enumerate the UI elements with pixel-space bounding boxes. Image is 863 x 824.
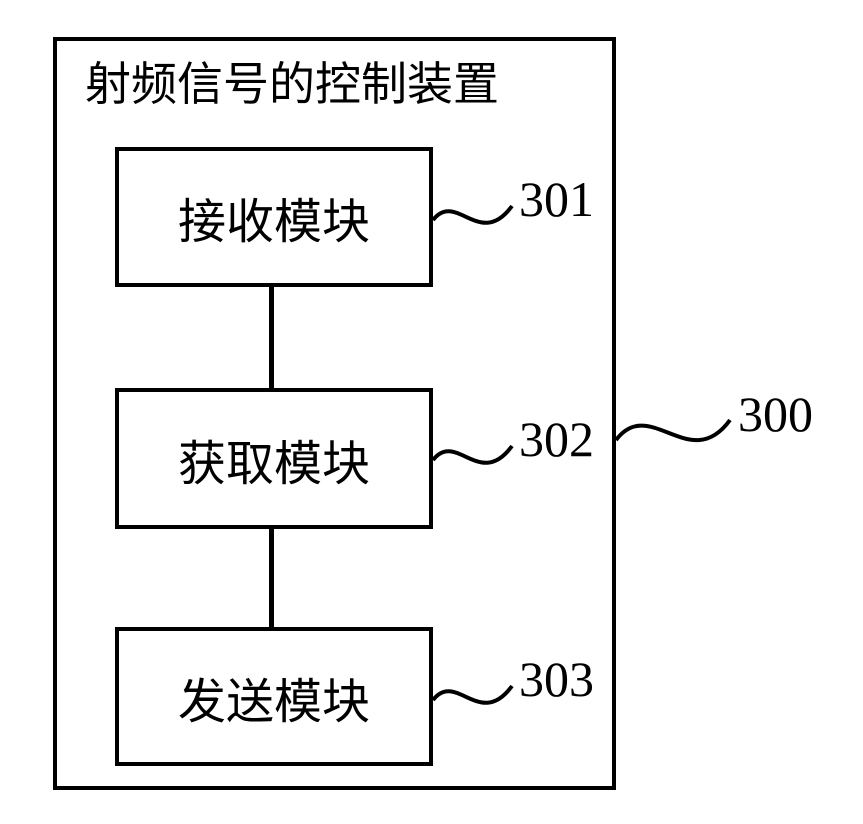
diagram-canvas: 射频信号的控制装置 接收模块 获取模块 发送模块 301 302 303 300 (0, 0, 863, 824)
ref-label-303: 303 (519, 650, 594, 708)
ref-label-301: 301 (519, 170, 594, 228)
node-label: 接收模块 (178, 182, 370, 252)
node-label: 发送模块 (178, 662, 370, 732)
node-receive-module: 接收模块 (115, 147, 433, 287)
callout-squiggle-303 (423, 660, 522, 740)
edge-n1-n2 (269, 287, 274, 388)
node-send-module: 发送模块 (115, 627, 433, 766)
callout-squiggle-301 (423, 180, 522, 260)
edge-n2-n3 (269, 529, 274, 627)
callout-squiggle-302 (423, 420, 522, 500)
ref-label-300: 300 (738, 385, 813, 443)
node-label: 获取模块 (178, 424, 370, 494)
callout-squiggle-300 (606, 385, 740, 485)
ref-label-302: 302 (519, 410, 594, 468)
outer-title: 射频信号的控制装置 (85, 48, 499, 114)
node-acquire-module: 获取模块 (115, 388, 433, 529)
